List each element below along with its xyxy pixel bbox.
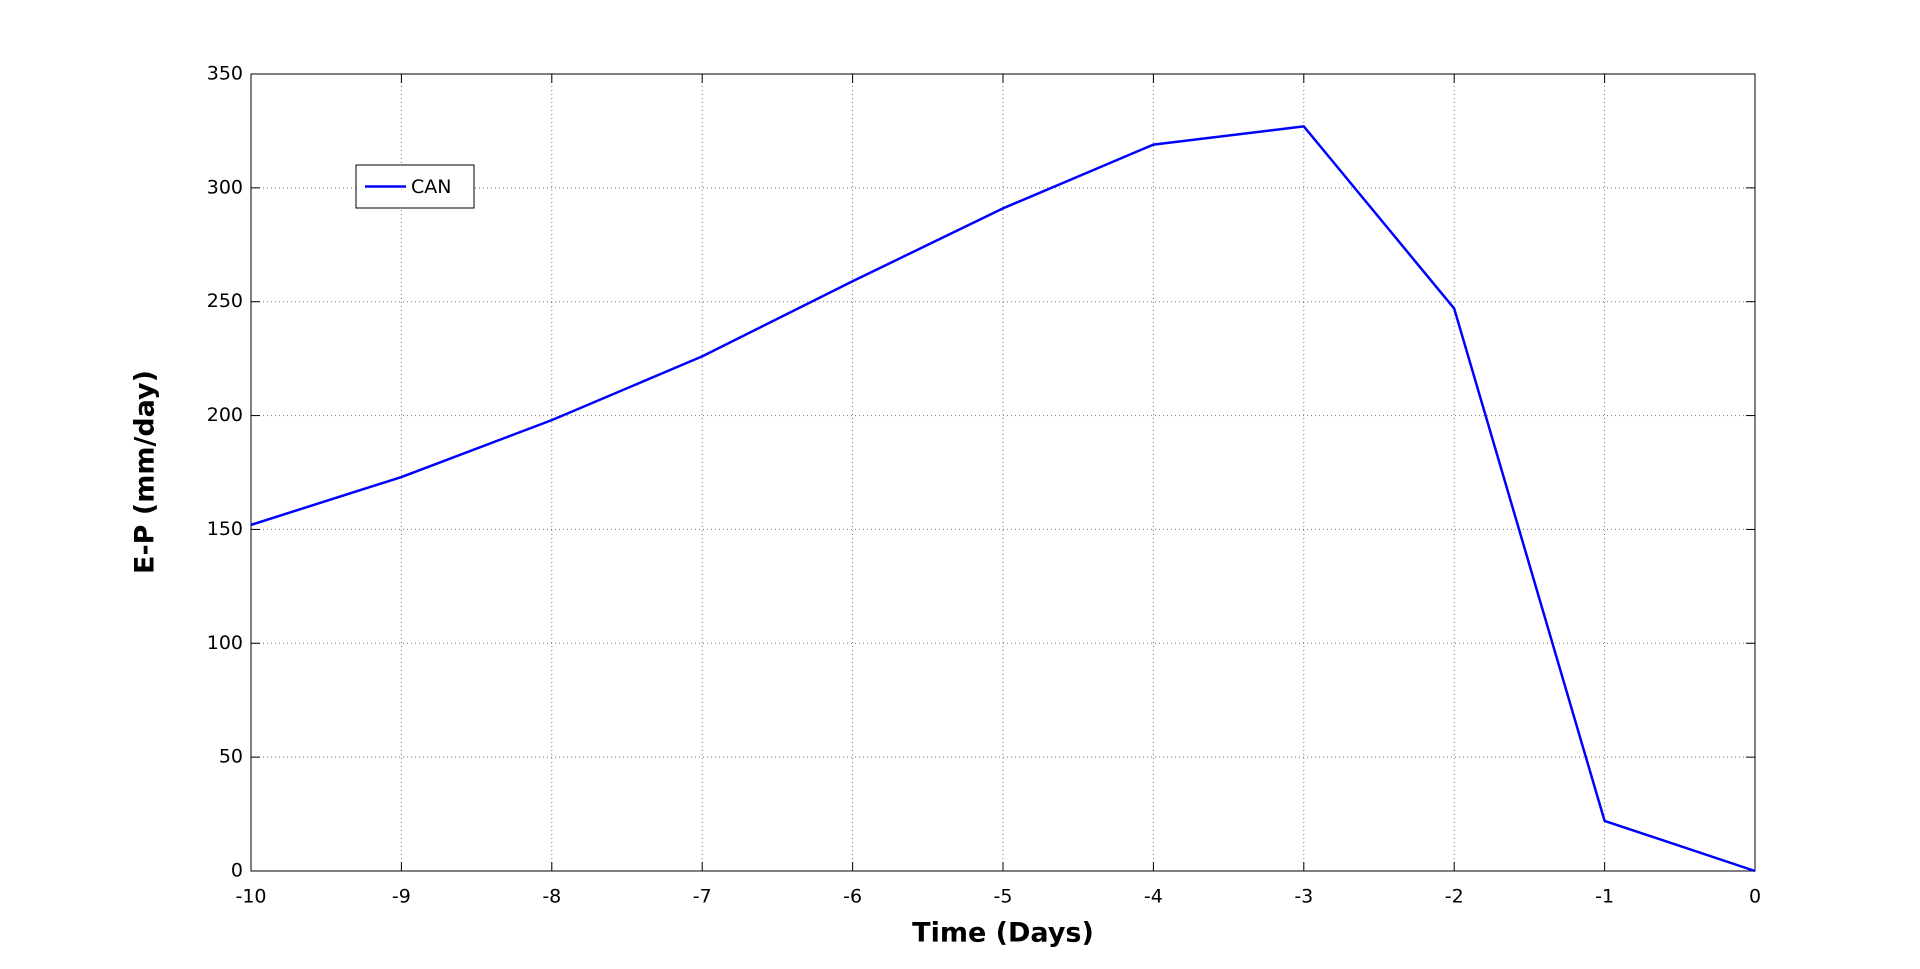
x-tick-label: -6 [843, 886, 862, 908]
x-tick-label: -8 [542, 886, 561, 908]
x-tick-label: -3 [1294, 886, 1313, 908]
x-tick-label: -7 [693, 886, 712, 908]
x-tick-label: -4 [1144, 886, 1163, 908]
x-tick-label: -2 [1445, 886, 1464, 908]
y-tick-label: 350 [207, 63, 243, 85]
data-line [250, 125, 1756, 873]
x-tick-label: -1 [1595, 886, 1614, 908]
x-tick-label: 0 [1749, 886, 1761, 908]
y-tick-label: 250 [207, 290, 243, 312]
y-tick-label: 200 [207, 404, 243, 426]
legend-label: CAN [411, 176, 451, 198]
x-tick-label: -5 [994, 886, 1013, 908]
y-tick-label: 300 [207, 176, 243, 198]
y-tick-label: 0 [231, 860, 243, 882]
y-tick-label: 100 [207, 632, 243, 654]
x-axis-label: Time (Days) [912, 918, 1094, 949]
x-tick-label: -10 [235, 886, 266, 908]
plot-frame [250, 73, 1756, 872]
y-axis-label: E-P (mm/day) [130, 370, 161, 574]
y-tick-label: 50 [219, 746, 243, 768]
x-tick-label: -9 [392, 886, 411, 908]
y-tick-label: 150 [207, 518, 243, 540]
